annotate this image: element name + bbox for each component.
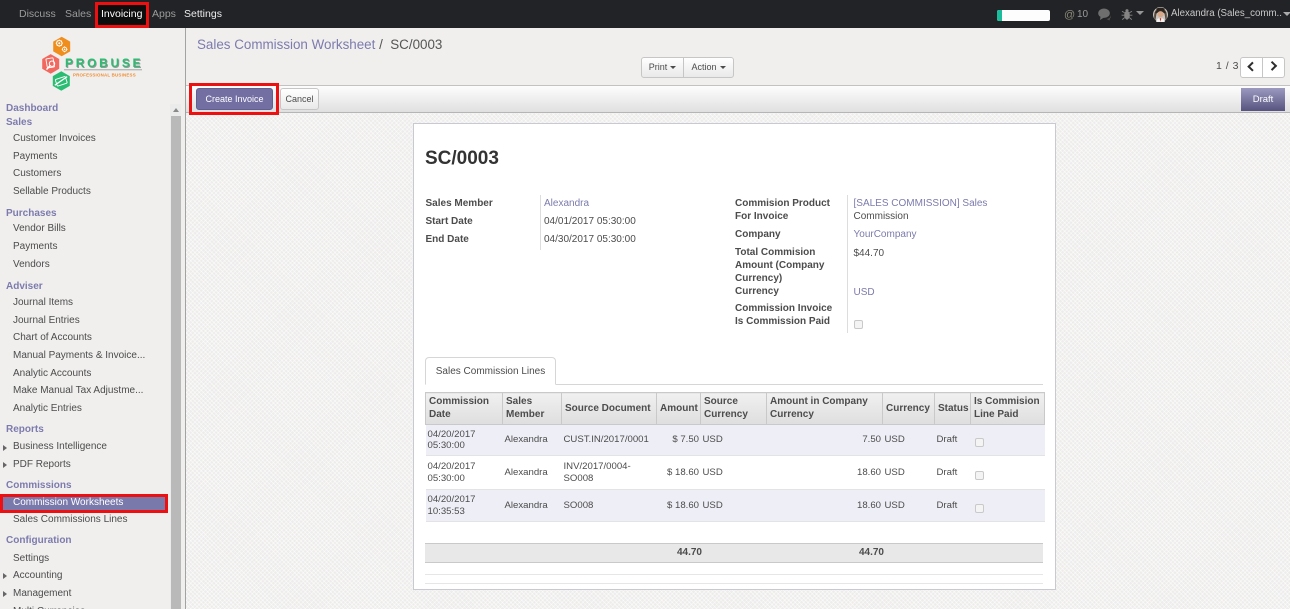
svg-text:PROBUSE: PROBUSE — [65, 56, 143, 70]
svg-text:PROFESSIONAL BUSINESS: PROFESSIONAL BUSINESS — [73, 72, 136, 77]
svg-text:PROBUSE: PROBUSE — [66, 57, 144, 71]
